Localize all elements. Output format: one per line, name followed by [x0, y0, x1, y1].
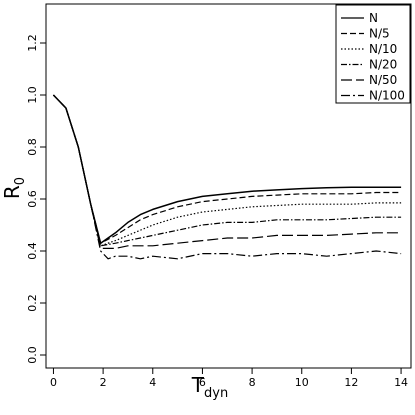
- x-axis-title: Tdyn: [191, 373, 228, 401]
- y-tick-label: 0.2: [26, 294, 39, 312]
- x-tick-label: 10: [295, 376, 309, 389]
- y-tick-label: 0.0: [26, 346, 39, 364]
- y-tick-label: 1.0: [26, 86, 39, 104]
- x-tick-label: 14: [394, 376, 408, 389]
- series-line-6: [52, 94, 402, 260]
- y-tick-label: 0.6: [26, 190, 39, 208]
- x-tick-label: 8: [249, 376, 256, 389]
- series-line-4: [52, 94, 402, 247]
- x-tick-label: 4: [149, 376, 156, 389]
- x-tick-label: 6: [199, 376, 206, 389]
- x-tick-label: 2: [100, 376, 107, 389]
- legend-label: N/50: [369, 73, 397, 87]
- legend-label: N/100: [369, 89, 405, 103]
- series-line-5: [52, 94, 402, 249]
- x-axis-title-subscript: dyn: [204, 386, 228, 401]
- series-line-3: [52, 94, 402, 247]
- x-axis: 0 2 4 6 8 10 12 14: [50, 368, 408, 389]
- series-line-2: [52, 94, 402, 244]
- y-axis-title-subscript: 0: [13, 177, 28, 185]
- legend-label: N/20: [369, 58, 397, 72]
- legend-box: [335, 4, 411, 104]
- series-layer: [52, 94, 402, 260]
- y-tick-label: 0.8: [26, 138, 39, 156]
- y-axis-title-main: R: [0, 185, 24, 199]
- y-tick-label: 1.2: [26, 34, 39, 52]
- x-axis-title-main: T: [191, 373, 205, 397]
- plot-frame: [45, 3, 412, 369]
- series-line-1: [52, 94, 402, 244]
- legend: N N/5N/10 N/20N/50 N/100: [335, 4, 411, 104]
- legend-label: N: [369, 11, 378, 25]
- legend-label: N/10: [369, 42, 397, 56]
- y-tick-label: 0.4: [26, 242, 39, 260]
- y-axis: 0.0 0.2 0.4 0.6 0.8 1.0 1.2: [26, 34, 46, 364]
- x-tick-label: 12: [344, 376, 358, 389]
- y-axis-title: R0: [0, 177, 28, 199]
- x-tick-label: 0: [50, 376, 57, 389]
- legend-label: N/5: [369, 27, 390, 41]
